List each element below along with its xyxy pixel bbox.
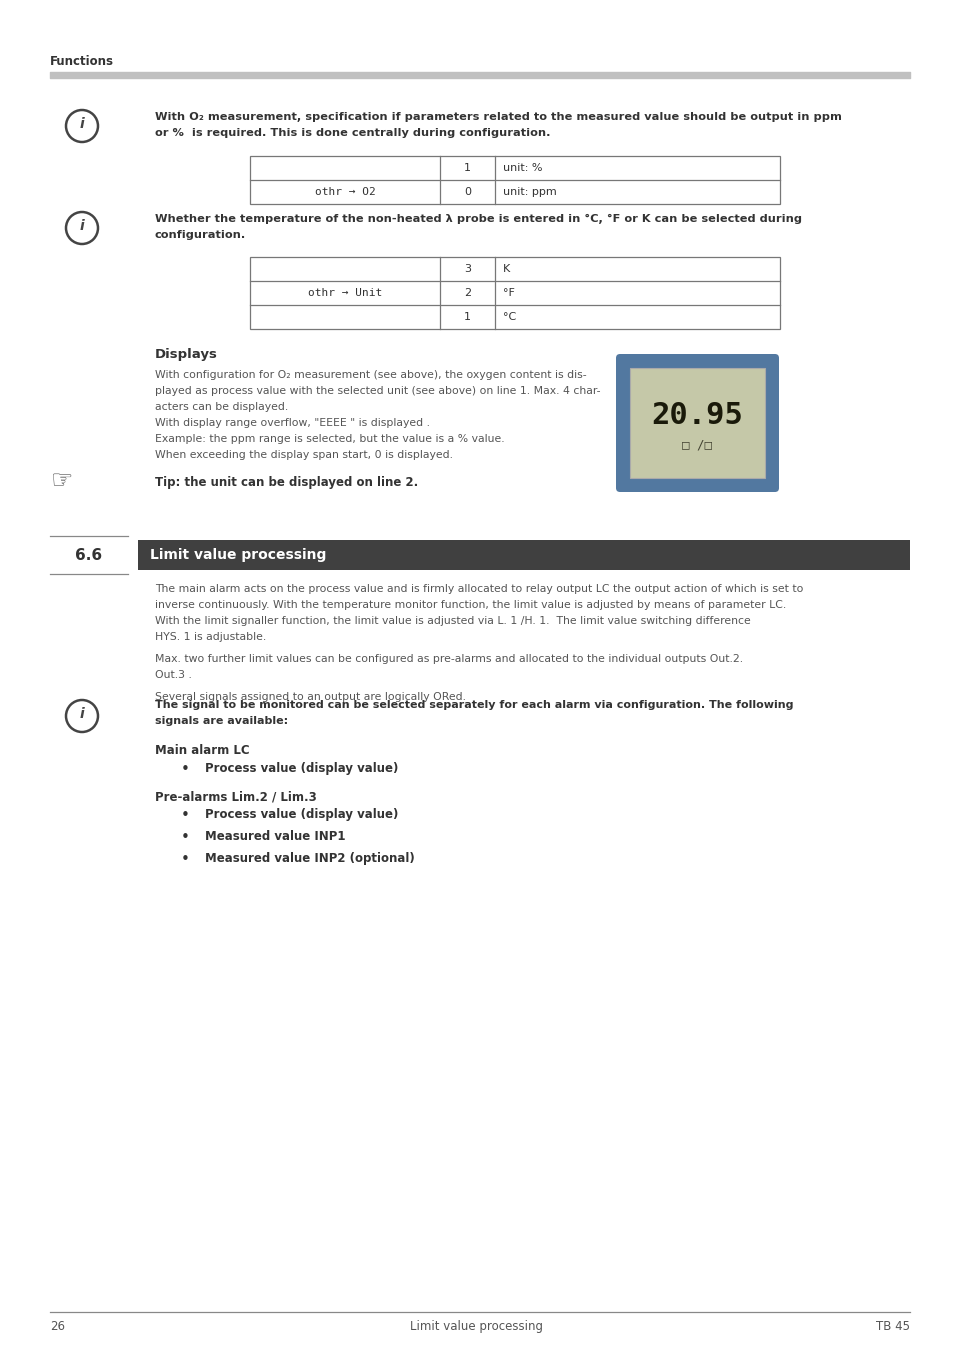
Text: 1: 1 bbox=[463, 312, 471, 323]
Text: Whether the temperature of the non-heated λ probe is entered in °C, °F or K can : Whether the temperature of the non-heate… bbox=[154, 215, 801, 224]
Text: When exceeding the display span start, 0 is displayed.: When exceeding the display span start, 0… bbox=[154, 450, 453, 460]
Text: TB 45: TB 45 bbox=[875, 1320, 909, 1332]
Text: unit: %: unit: % bbox=[502, 163, 542, 173]
Text: Out.3 .: Out.3 . bbox=[154, 670, 192, 680]
FancyBboxPatch shape bbox=[616, 354, 779, 491]
Text: With configuration for O₂ measurement (see above), the oxygen content is dis-: With configuration for O₂ measurement (s… bbox=[154, 370, 586, 379]
Text: Process value (display value): Process value (display value) bbox=[205, 761, 398, 775]
Text: Max. two further limit values can be configured as pre-alarms and allocated to t: Max. two further limit values can be con… bbox=[154, 653, 742, 664]
Bar bbox=[138, 540, 909, 570]
Text: i: i bbox=[79, 707, 84, 721]
Text: Measured value INP2 (optional): Measured value INP2 (optional) bbox=[205, 852, 415, 865]
Text: Limit value processing: Limit value processing bbox=[410, 1320, 543, 1332]
Text: othr → Unit: othr → Unit bbox=[308, 288, 382, 298]
Text: Process value (display value): Process value (display value) bbox=[205, 809, 398, 821]
Text: The main alarm acts on the process value and is firmly allocated to relay output: The main alarm acts on the process value… bbox=[154, 585, 802, 594]
Text: i: i bbox=[79, 117, 84, 131]
Text: inverse continuously. With the temperature monitor function, the limit value is : inverse continuously. With the temperatu… bbox=[154, 599, 785, 610]
Text: 2: 2 bbox=[463, 288, 471, 298]
Text: signals are available:: signals are available: bbox=[154, 716, 288, 726]
Text: With the limit signaller function, the limit value is adjusted via L. 1 /H. 1.  : With the limit signaller function, the l… bbox=[154, 616, 750, 626]
Text: K: K bbox=[502, 265, 510, 274]
Text: HYS. 1 is adjustable.: HYS. 1 is adjustable. bbox=[154, 632, 266, 643]
Text: unit: ppm: unit: ppm bbox=[502, 188, 557, 197]
Text: configuration.: configuration. bbox=[154, 230, 246, 240]
Text: i: i bbox=[79, 219, 84, 234]
Text: 0: 0 bbox=[463, 188, 471, 197]
Text: or %  is required. This is done centrally during configuration.: or % is required. This is done centrally… bbox=[154, 128, 550, 138]
Text: With O₂ measurement, specification if parameters related to the measured value s: With O₂ measurement, specification if pa… bbox=[154, 112, 841, 122]
Text: 3: 3 bbox=[463, 265, 471, 274]
Text: Tip: the unit can be displayed on line 2.: Tip: the unit can be displayed on line 2… bbox=[154, 477, 417, 489]
Text: 20.95: 20.95 bbox=[651, 401, 742, 429]
Text: acters can be displayed.: acters can be displayed. bbox=[154, 402, 288, 412]
Text: 1: 1 bbox=[463, 163, 471, 173]
Bar bbox=[250, 157, 780, 204]
Text: □ /□: □ /□ bbox=[681, 439, 712, 451]
Text: 6.6: 6.6 bbox=[75, 548, 103, 563]
Text: The signal to be monitored can be selected separately for each alarm via configu: The signal to be monitored can be select… bbox=[154, 701, 793, 710]
Text: •: • bbox=[180, 830, 190, 845]
Text: Example: the ppm range is selected, but the value is a % value.: Example: the ppm range is selected, but … bbox=[154, 433, 504, 444]
Text: •: • bbox=[180, 852, 190, 867]
Text: °F: °F bbox=[502, 288, 515, 298]
Text: 26: 26 bbox=[50, 1320, 65, 1332]
Bar bbox=[250, 256, 780, 329]
Text: •: • bbox=[180, 761, 190, 778]
Text: Several signals assigned to an output are logically ORed.: Several signals assigned to an output ar… bbox=[154, 693, 465, 702]
Text: °C: °C bbox=[502, 312, 516, 323]
Text: othr → O2: othr → O2 bbox=[314, 188, 375, 197]
Bar bbox=[629, 369, 764, 478]
Text: Pre-alarms Lim.2 / Lim.3: Pre-alarms Lim.2 / Lim.3 bbox=[154, 790, 316, 803]
Text: Limit value processing: Limit value processing bbox=[150, 548, 326, 562]
Text: played as process value with the selected unit (see above) on line 1. Max. 4 cha: played as process value with the selecte… bbox=[154, 386, 599, 396]
Text: Measured value INP1: Measured value INP1 bbox=[205, 830, 345, 842]
Text: Displays: Displays bbox=[154, 348, 217, 360]
Text: With display range overflow, "EEEE " is displayed .: With display range overflow, "EEEE " is … bbox=[154, 418, 430, 428]
Text: •: • bbox=[180, 809, 190, 824]
Text: Main alarm LC: Main alarm LC bbox=[154, 744, 250, 757]
Text: ☞: ☞ bbox=[51, 468, 73, 493]
Text: Functions: Functions bbox=[50, 55, 113, 68]
